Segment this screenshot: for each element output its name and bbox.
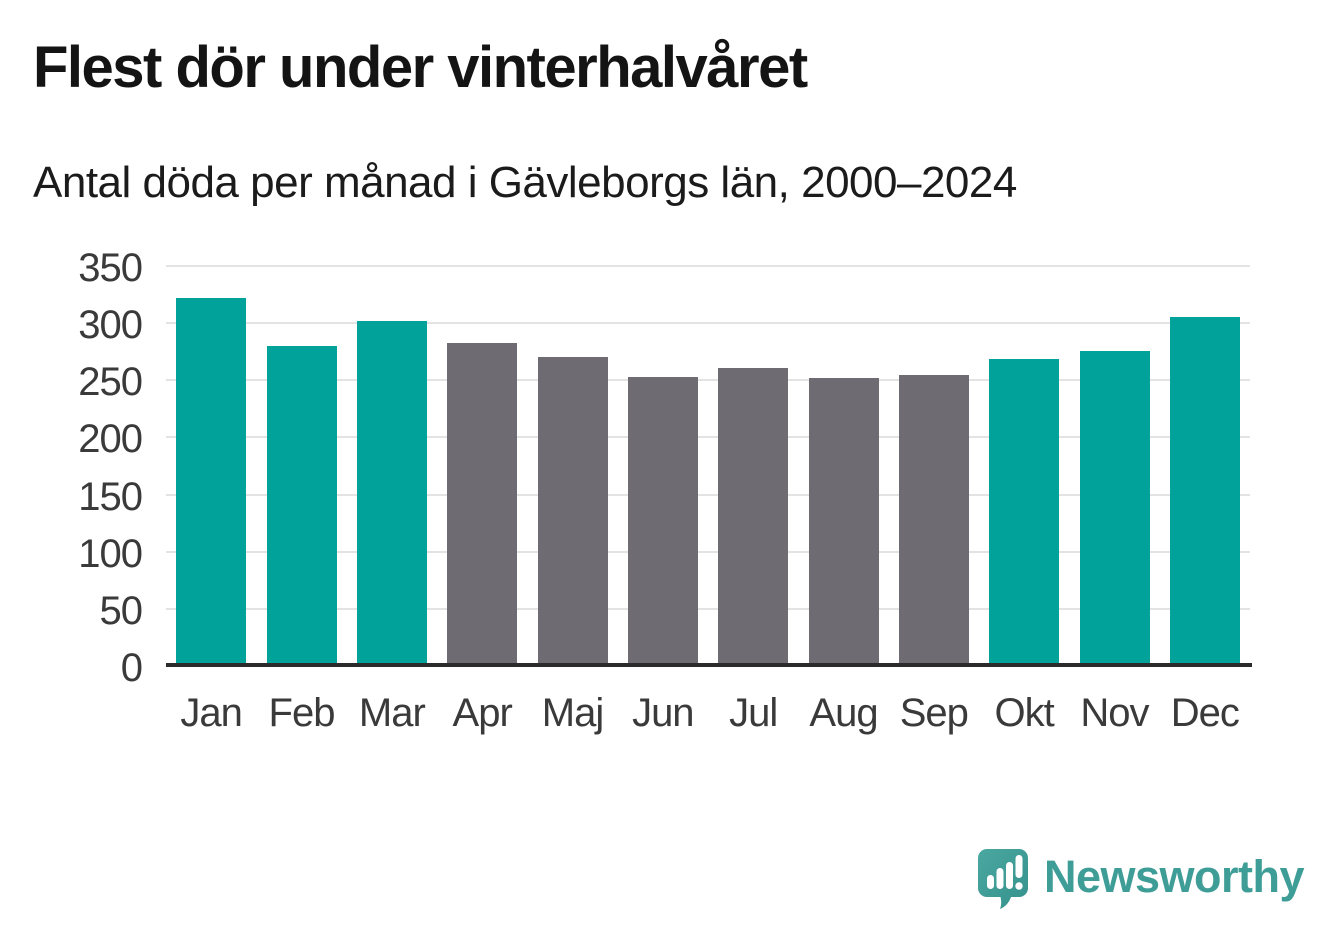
x-axis-tick-label-okt: Okt	[994, 691, 1055, 735]
y-axis-tick-label-200: 200	[78, 417, 143, 462]
x-axis-line	[166, 663, 1252, 667]
x-axis-tick-label-jun: Jun	[632, 691, 695, 735]
brand-logo: Newsworthy	[975, 845, 1305, 915]
gridline-y-150	[166, 493, 1250, 496]
gridline-y-200	[166, 436, 1250, 439]
y-axis-tick-label-350: 350	[78, 246, 143, 290]
gridline-y-350	[166, 265, 1250, 267]
bar-jun	[627, 376, 698, 666]
bar-apr	[447, 342, 518, 666]
bar-jul	[718, 367, 789, 666]
gridline-y-250	[166, 379, 1250, 382]
y-axis-tick-label-0: 0	[120, 646, 143, 690]
y-axis-tick-label-100: 100	[78, 531, 143, 576]
bar-maj	[537, 357, 608, 666]
y-axis-tick-label-50: 50	[99, 588, 144, 633]
y-axis-tick-label-150: 150	[78, 474, 143, 519]
bar-dec	[1169, 317, 1240, 666]
y-axis-tick-label-250: 250	[78, 360, 143, 405]
chart-title: Flest dör under vinterhalvåret	[33, 35, 808, 100]
x-axis-tick-label-feb: Feb	[268, 691, 336, 735]
x-axis-tick-label-mar: Mar	[358, 691, 426, 735]
gridline-y-50	[166, 607, 1250, 610]
x-axis-tick-label-nov: Nov	[1080, 691, 1149, 735]
brand-name: Newsworthy	[1044, 851, 1305, 902]
plot-area	[166, 265, 1250, 666]
x-axis-tick-label-maj: Maj	[541, 691, 604, 735]
newsworthy-speech-bubble-chart-icon	[978, 849, 1028, 909]
x-axis-tick-label-aug: Aug	[809, 691, 878, 735]
x-axis-tick-label-apr: Apr	[452, 691, 513, 735]
gridline-y-300	[166, 322, 1250, 325]
bar-sep	[898, 374, 969, 666]
y-axis-tick-label-300: 300	[78, 303, 143, 348]
x-axis-tick-label-jan: Jan	[180, 691, 243, 735]
bar-aug	[808, 378, 879, 666]
x-axis-tick-label-jul: Jul	[729, 691, 778, 735]
x-axis-tick-label-dec: Dec	[1170, 691, 1240, 735]
gridline-y-100	[166, 550, 1250, 553]
bar-mar	[356, 320, 427, 666]
bar-feb	[266, 346, 337, 666]
bar-jan	[176, 298, 247, 666]
bar-okt	[989, 358, 1060, 666]
chart-subtitle: Antal döda per månad i Gävleborgs län, 2…	[33, 158, 1017, 207]
x-axis-tick-label-sep: Sep	[899, 691, 969, 735]
bar-nov	[1079, 350, 1150, 666]
